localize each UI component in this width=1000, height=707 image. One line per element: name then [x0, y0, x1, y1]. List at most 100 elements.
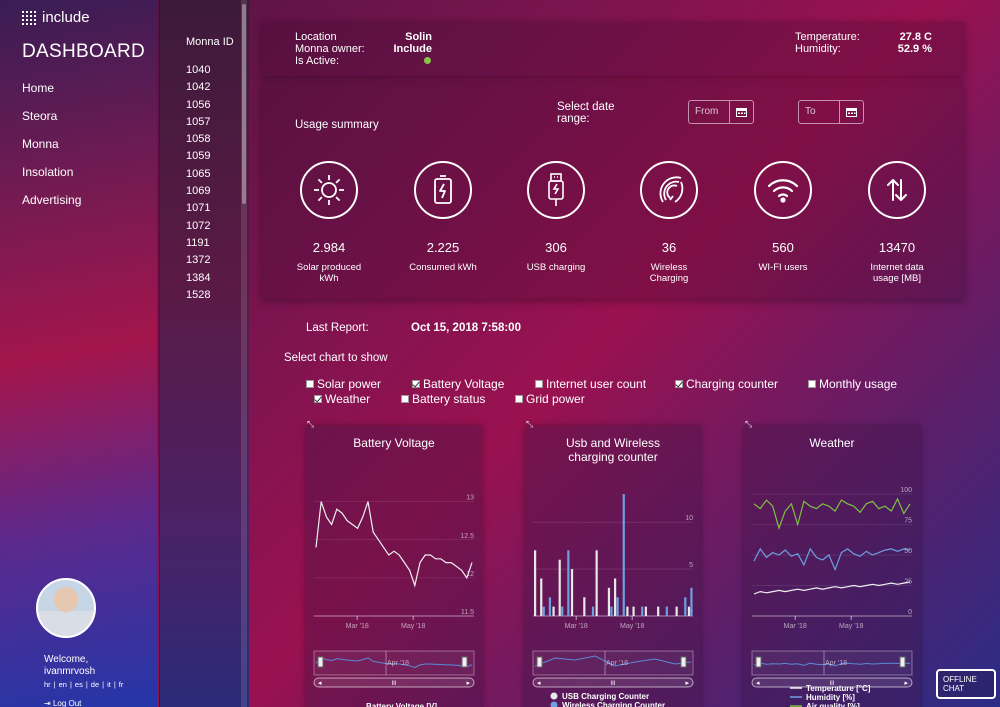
checkbox-charging-counter[interactable]: Charging counter: [675, 377, 778, 391]
scroll-grip: III: [391, 681, 396, 687]
weather-card: Weather 0 25 50 75 100 Mar '18 May '18 Apr '18 ◂…: [744, 426, 920, 707]
device-id-item[interactable]: 1384: [186, 271, 211, 284]
navigator-handle-left: [755, 656, 762, 668]
device-id-item[interactable]: 1058: [186, 133, 211, 146]
lang-en[interactable]: en: [58, 680, 67, 689]
device-id-item[interactable]: 1057: [186, 115, 211, 128]
checkbox-box[interactable]: [314, 395, 322, 403]
nav-item-insolation[interactable]: Insolation: [22, 165, 74, 179]
device-id-item[interactable]: 1528: [186, 288, 211, 301]
checkbox-internet-user-count[interactable]: Internet user count: [535, 377, 646, 391]
checkbox-battery-status[interactable]: Battery status: [401, 392, 485, 406]
info-labels: Location Monna owner: Is Active:: [295, 31, 365, 67]
lang-it[interactable]: it: [107, 680, 111, 689]
logout-link[interactable]: ⇥ Log Out: [44, 699, 81, 707]
navigator-series: [534, 655, 692, 667]
device-info-panel: [262, 22, 964, 76]
stat-value: 2.984: [312, 240, 346, 255]
x-tick-label: Mar '18: [565, 623, 588, 630]
checkbox-monthly-usage[interactable]: Monthly usage: [808, 377, 897, 391]
checkbox-solar-power[interactable]: Solar power: [306, 377, 381, 391]
expand-icon[interactable]: ⤡: [307, 419, 315, 429]
navigator-label: Apr '18: [825, 660, 847, 667]
nav-item-steora[interactable]: Steora: [22, 109, 58, 123]
checkbox-battery-voltage[interactable]: Battery Voltage: [412, 377, 504, 391]
device-id-item[interactable]: 1065: [186, 167, 211, 180]
navigator-series: [753, 662, 911, 667]
lang-de[interactable]: de: [90, 680, 100, 689]
checkbox-box[interactable]: [401, 395, 409, 403]
lang-es[interactable]: es: [74, 680, 83, 689]
stat-label: Wireless Charging: [649, 262, 689, 284]
bar: [644, 606, 647, 616]
device-id-item[interactable]: 1056: [186, 98, 211, 111]
calendar-icon[interactable]: [839, 101, 863, 123]
y-tick-label: 10: [685, 515, 693, 522]
device-id-item[interactable]: 1071: [186, 202, 211, 215]
checkbox-grid-power[interactable]: Grid power: [515, 392, 585, 406]
expand-icon[interactable]: ⤡: [526, 419, 534, 429]
device-id-header: Monna ID: [186, 36, 234, 48]
checkbox-box[interactable]: [535, 380, 543, 388]
nav-item-advertising[interactable]: Advertising: [22, 193, 82, 207]
device-id-item[interactable]: 1191: [186, 236, 210, 249]
temperature-label: Temperature:: [795, 31, 860, 43]
device-id-item[interactable]: 1069: [186, 185, 211, 198]
id-list-scrollbar[interactable]: [241, 0, 247, 707]
x-tick-label: May '18: [839, 623, 863, 630]
expand-icon[interactable]: ⤡: [745, 419, 753, 429]
id-list-scrollbar-thumb[interactable]: [242, 4, 246, 204]
stat-solar: 2.984 Solar produced kWh: [284, 161, 374, 284]
scroll-right-arrow: ▸: [904, 680, 908, 687]
device-id-item[interactable]: 1040: [186, 64, 211, 76]
legend-label: Battery Voltage [V]: [366, 702, 437, 707]
scroll-grip: III: [610, 681, 615, 687]
bar: [632, 606, 635, 616]
device-id-item[interactable]: 1072: [186, 219, 211, 232]
location-value: Solin: [405, 31, 432, 43]
lang-fr[interactable]: fr: [118, 680, 124, 689]
y-tick-label: 5: [689, 562, 693, 569]
charging-counter-card: Usb and Wireless charging counter 0510Ma…: [525, 426, 701, 707]
calendar-icon[interactable]: [729, 101, 753, 123]
y-tick-label: 13: [466, 495, 474, 502]
last-report-value: Oct 15, 2018 7:58:00: [411, 322, 521, 334]
lang-hr[interactable]: hr: [44, 680, 51, 689]
checkbox-box[interactable]: [808, 380, 816, 388]
device-id-item[interactable]: 1059: [186, 150, 211, 163]
logo-grid-icon: [22, 10, 36, 25]
bar: [610, 606, 613, 616]
device-id-list: 1040 1042 1056 1057 1058 1059 1065 1069 1071 1072…: [186, 64, 210, 306]
checkbox-box[interactable]: [675, 380, 683, 388]
bar: [561, 606, 564, 616]
bar: [552, 606, 555, 616]
usb-icon: [527, 161, 585, 219]
checkbox-box[interactable]: [515, 395, 523, 403]
checkbox-box[interactable]: [412, 380, 420, 388]
avatar[interactable]: [36, 578, 96, 638]
sun-icon: [300, 161, 358, 219]
date-from-input[interactable]: From: [695, 106, 719, 117]
scroll-right-arrow: ▸: [466, 680, 470, 687]
stat-consumed: 2.225 Consumed kWh: [398, 161, 488, 273]
checkbox-box[interactable]: [306, 380, 314, 388]
offline-chat-button[interactable]: OFFLINE CHAT: [936, 669, 996, 699]
stat-wireless: 36 Wireless Charging: [624, 161, 714, 284]
welcome-text: Welcome, ivanmrvosh: [44, 654, 95, 678]
date-to-field[interactable]: To: [798, 100, 864, 124]
bar: [641, 606, 644, 616]
logout-label: Log Out: [52, 699, 82, 707]
temperature-value: 27.8 C: [899, 31, 932, 43]
brand-logo[interactable]: include: [22, 9, 90, 26]
checkbox-weather[interactable]: Weather: [314, 392, 370, 406]
nav-item-monna[interactable]: Monna: [22, 137, 59, 151]
device-id-item[interactable]: 1372: [186, 254, 211, 267]
y-tick-label: 12: [466, 571, 474, 578]
scroll-grip: III: [829, 681, 834, 687]
date-from-field[interactable]: From: [688, 100, 754, 124]
bar: [542, 606, 545, 616]
bar: [622, 494, 625, 616]
device-id-item[interactable]: 1042: [186, 81, 211, 94]
nav-item-home[interactable]: Home: [22, 81, 55, 95]
date-to-input[interactable]: To: [805, 106, 816, 117]
